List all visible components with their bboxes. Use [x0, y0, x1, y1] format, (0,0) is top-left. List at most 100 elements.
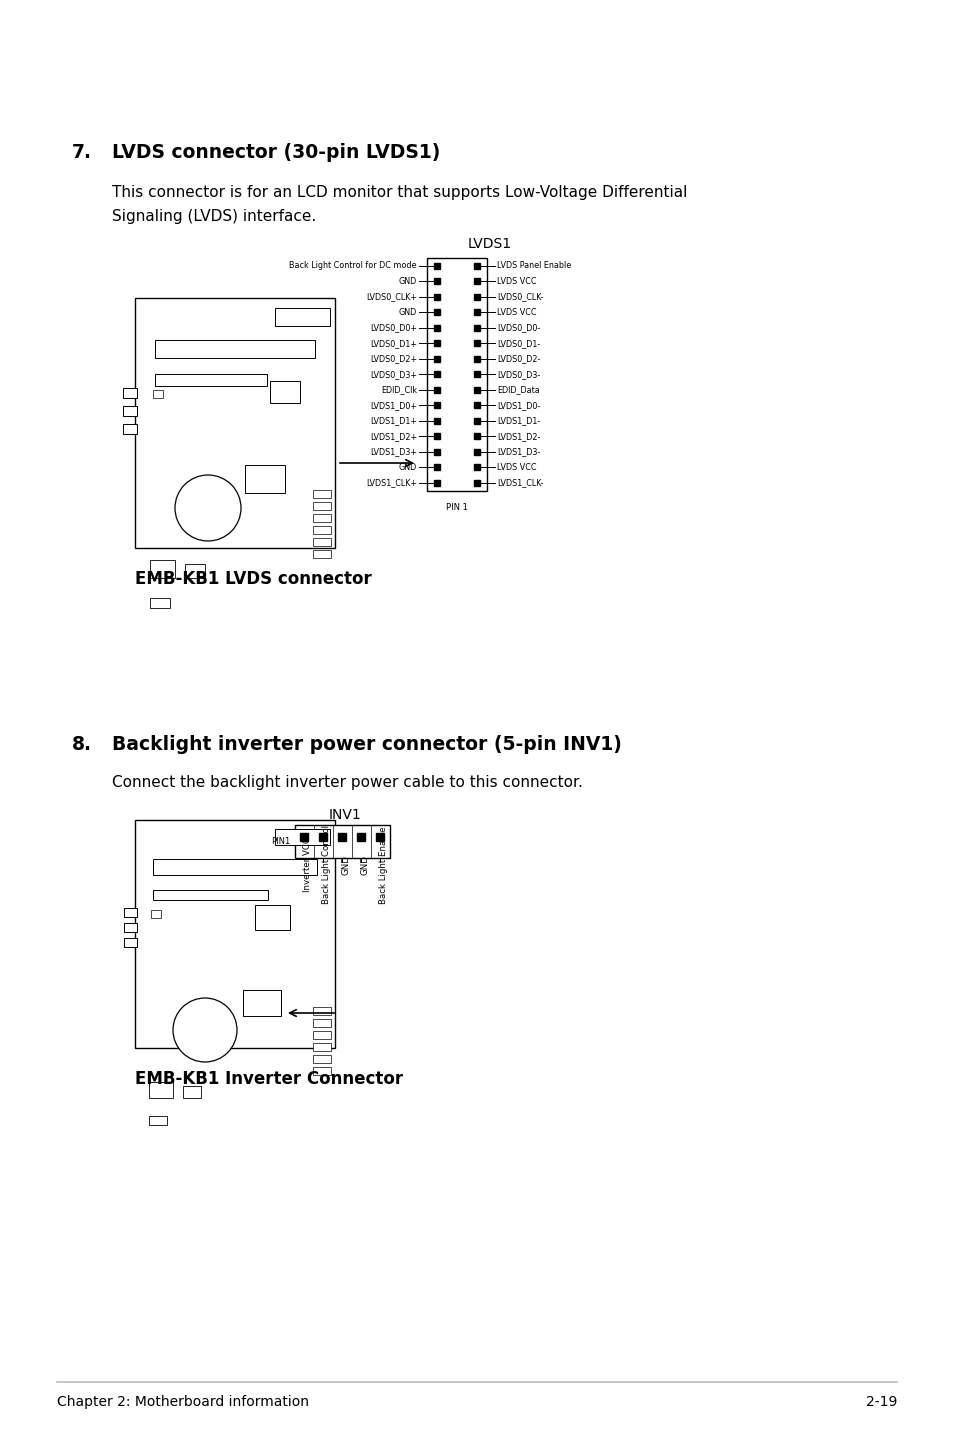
Text: 7.: 7.: [71, 142, 91, 162]
Text: PIN 1: PIN 1: [446, 502, 468, 512]
Bar: [474, 449, 479, 454]
Bar: [183, 1086, 201, 1099]
Bar: [149, 1081, 172, 1099]
Bar: [124, 907, 137, 917]
Bar: [474, 480, 479, 486]
Text: LVDS VCC: LVDS VCC: [497, 308, 536, 316]
Bar: [313, 538, 331, 546]
Bar: [434, 341, 439, 347]
Bar: [313, 513, 331, 522]
Text: LVDS1_D1-: LVDS1_D1-: [497, 416, 539, 426]
Bar: [152, 390, 163, 398]
Bar: [474, 418, 479, 424]
Bar: [300, 833, 308, 841]
Bar: [474, 278, 479, 285]
Text: LVDS0_D2+: LVDS0_D2+: [370, 354, 416, 364]
Text: Back Light Control: Back Light Control: [322, 825, 331, 905]
Text: LVDS1_D3-: LVDS1_D3-: [497, 447, 539, 456]
Text: LVDS1_D2-: LVDS1_D2-: [497, 431, 539, 441]
Text: INV1: INV1: [328, 808, 361, 823]
Circle shape: [174, 475, 241, 541]
Text: PIN1: PIN1: [271, 837, 290, 846]
Text: EMB-KB1 Inverter Connector: EMB-KB1 Inverter Connector: [135, 1070, 403, 1089]
Circle shape: [172, 998, 236, 1063]
Text: LVDS1_D0-: LVDS1_D0-: [497, 401, 539, 410]
Bar: [434, 278, 439, 285]
Text: EMB-KB1 LVDS connector: EMB-KB1 LVDS connector: [135, 569, 372, 588]
Bar: [474, 433, 479, 439]
Text: 8.: 8.: [71, 735, 91, 754]
Text: LVDS1_CLK-: LVDS1_CLK-: [497, 479, 543, 487]
Bar: [243, 989, 281, 1017]
Text: LVDS0_CLK+: LVDS0_CLK+: [366, 292, 416, 301]
Bar: [313, 490, 331, 498]
Bar: [124, 938, 137, 948]
Bar: [124, 923, 137, 932]
Bar: [434, 293, 439, 299]
Bar: [313, 1043, 331, 1051]
Text: LVDS Panel Enable: LVDS Panel Enable: [497, 262, 571, 270]
Text: LVDS0_D0+: LVDS0_D0+: [370, 324, 416, 332]
Bar: [313, 502, 331, 510]
Bar: [270, 381, 299, 403]
Text: GND: GND: [341, 856, 350, 874]
Bar: [313, 1007, 331, 1015]
Text: GND: GND: [360, 856, 369, 874]
Bar: [338, 833, 346, 841]
Bar: [154, 374, 267, 385]
Text: LVDS1_D2+: LVDS1_D2+: [370, 431, 416, 441]
Bar: [434, 371, 439, 377]
Text: LVDS0_D2-: LVDS0_D2-: [497, 354, 539, 364]
Text: GND: GND: [398, 463, 416, 472]
Text: LVDS0_D0-: LVDS0_D0-: [497, 324, 539, 332]
Bar: [135, 298, 335, 548]
Bar: [434, 387, 439, 393]
Bar: [150, 598, 170, 608]
Bar: [185, 564, 205, 578]
Bar: [434, 309, 439, 315]
Bar: [434, 403, 439, 408]
Text: Back Light Enable: Back Light Enable: [379, 827, 388, 903]
Text: EDID_Clk: EDID_Clk: [380, 385, 416, 394]
Text: LVDS connector (30-pin LVDS1): LVDS connector (30-pin LVDS1): [112, 142, 440, 162]
Bar: [474, 325, 479, 331]
Bar: [474, 341, 479, 347]
Text: LVDS1_D3+: LVDS1_D3+: [370, 447, 416, 456]
Text: LVDS1_CLK+: LVDS1_CLK+: [366, 479, 416, 487]
Bar: [150, 559, 174, 578]
Bar: [274, 828, 330, 846]
Text: Chapter 2: Motherboard information: Chapter 2: Motherboard information: [57, 1395, 309, 1409]
Text: EDID_Data: EDID_Data: [497, 385, 539, 394]
Bar: [313, 1067, 331, 1076]
Text: GND: GND: [398, 308, 416, 316]
Bar: [474, 293, 479, 299]
Bar: [474, 355, 479, 362]
Bar: [254, 905, 290, 930]
Bar: [434, 449, 439, 454]
Text: This connector is for an LCD monitor that supports Low-Voltage Differential: This connector is for an LCD monitor tha…: [112, 186, 687, 200]
Bar: [434, 480, 439, 486]
Text: 2-19: 2-19: [864, 1395, 896, 1409]
Bar: [474, 387, 479, 393]
Text: LVDS1: LVDS1: [468, 237, 512, 252]
Bar: [434, 464, 439, 470]
Bar: [151, 910, 161, 917]
Bar: [313, 1020, 331, 1027]
Bar: [427, 257, 486, 490]
Bar: [434, 355, 439, 362]
Bar: [434, 263, 439, 269]
Text: LVDS VCC: LVDS VCC: [497, 276, 536, 286]
Bar: [434, 418, 439, 424]
Text: Connect the backlight inverter power cable to this connector.: Connect the backlight inverter power cab…: [112, 775, 582, 789]
Bar: [152, 858, 316, 874]
Bar: [123, 406, 137, 416]
Bar: [434, 433, 439, 439]
Bar: [154, 339, 314, 358]
Bar: [123, 388, 137, 398]
Text: Back Light Control for DC mode: Back Light Control for DC mode: [289, 262, 416, 270]
Bar: [123, 424, 137, 434]
Text: LVDS0_D3+: LVDS0_D3+: [370, 370, 416, 378]
Bar: [274, 308, 330, 326]
Bar: [313, 1055, 331, 1063]
Text: LVDS1_D0+: LVDS1_D0+: [370, 401, 416, 410]
